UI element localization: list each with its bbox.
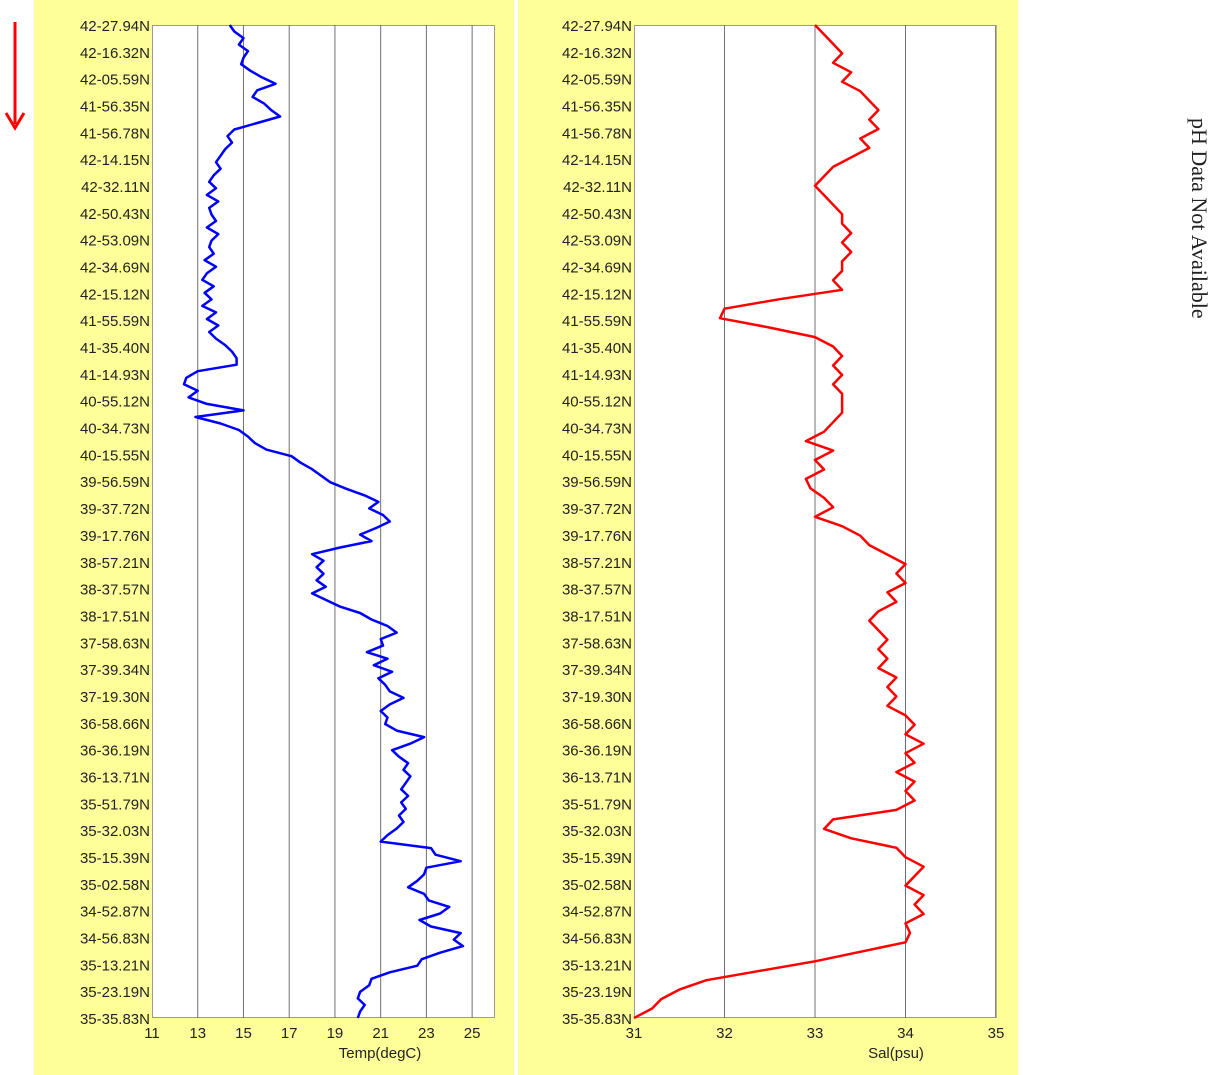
y-tick-label: 35-51.79N (562, 796, 632, 813)
x-tick-label: 31 (626, 1025, 643, 1042)
y-tick-label: 41-56.78N (80, 125, 150, 142)
y-tick-label: 39-56.59N (562, 474, 632, 491)
y-tick-label: 34-56.83N (80, 930, 150, 947)
y-tick-label: 42-05.59N (562, 72, 632, 89)
y-tick-label: 38-37.57N (562, 582, 632, 599)
y-tick-label: 41-14.93N (80, 367, 150, 384)
y-tick-label: 35-13.21N (80, 957, 150, 974)
y-tick-label: 42-15.12N (562, 286, 632, 303)
y-tick-label: 40-15.55N (80, 447, 150, 464)
arrow-down-icon (4, 22, 26, 131)
y-tick-label: 41-35.40N (562, 340, 632, 357)
y-tick-label: 35-35.83N (80, 1011, 150, 1028)
y-tick-label: 39-37.72N (562, 501, 632, 518)
x-tick-label: 25 (464, 1025, 481, 1042)
x-axis-label: Temp(degC) (339, 1045, 422, 1062)
x-tick-label: 17 (281, 1025, 298, 1042)
y-tick-label: 36-58.66N (80, 716, 150, 733)
x-tick-label: 35 (988, 1025, 1005, 1042)
y-tick-label: 38-17.51N (80, 608, 150, 625)
y-tick-label: 42-14.15N (80, 152, 150, 169)
y-tick-label: 39-17.76N (562, 528, 632, 545)
series-line (633, 24, 925, 1020)
y-tick-label: 42-50.43N (562, 206, 632, 223)
y-tick-label: 41-56.35N (80, 99, 150, 116)
y-tick-label: 37-39.34N (80, 662, 150, 679)
y-tick-label: 42-53.09N (562, 233, 632, 250)
y-tick-label: 41-56.78N (562, 125, 632, 142)
y-tick-label: 41-56.35N (562, 99, 632, 116)
x-tick-label: 32 (716, 1025, 733, 1042)
y-tick-label: 42-32.11N (563, 179, 632, 196)
y-tick-label: 35-51.79N (80, 796, 150, 813)
y-tick-label: 42-14.15N (562, 152, 632, 169)
y-tick-label: 38-37.57N (80, 582, 150, 599)
y-tick-label: 40-34.73N (562, 421, 632, 438)
y-tick-label: 35-35.83N (562, 1011, 632, 1028)
y-tick-label: 42-27.94N (562, 18, 632, 35)
y-tick-label: 35-32.03N (80, 823, 150, 840)
y-tick-label: 37-58.63N (562, 635, 632, 652)
y-tick-label: 36-36.19N (562, 743, 632, 760)
y-tick-label: 35-15.39N (562, 850, 632, 867)
x-tick-label: 23 (418, 1025, 435, 1042)
y-tick-label: 38-57.21N (562, 555, 632, 572)
y-tick-label: 39-37.72N (80, 501, 150, 518)
x-tick-label: 15 (235, 1025, 252, 1042)
y-tick-label: 42-15.12N (80, 286, 150, 303)
y-tick-label: 35-15.39N (80, 850, 150, 867)
ph-unavailable-text: pH Data Not Available (1187, 118, 1212, 319)
y-tick-label: 40-55.12N (562, 394, 632, 411)
y-tick-label: 34-52.87N (80, 904, 150, 921)
y-tick-label: 40-15.55N (562, 447, 632, 464)
series-line (182, 24, 465, 1019)
y-tick-label: 36-13.71N (562, 769, 632, 786)
y-tick-label: 36-13.71N (80, 769, 150, 786)
y-tick-label: 37-19.30N (562, 689, 632, 706)
y-tick-label: 39-17.76N (80, 528, 150, 545)
y-tick-label: 40-34.73N (80, 421, 150, 438)
y-tick-label: 42-53.09N (80, 233, 150, 250)
y-tick-label: 39-56.59N (80, 474, 150, 491)
y-tick-label: 38-57.21N (80, 555, 150, 572)
y-tick-label: 35-23.19N (80, 984, 150, 1001)
temperature-plot-area (152, 25, 495, 1018)
y-tick-label: 42-32.11N (81, 179, 150, 196)
y-tick-label: 36-36.19N (80, 743, 150, 760)
y-tick-label: 35-32.03N (562, 823, 632, 840)
y-tick-label: 36-58.66N (562, 716, 632, 733)
ph-unavailable-note: pH Data Not Available (1186, 118, 1216, 319)
y-tick-label: 42-16.32N (562, 45, 632, 62)
y-tick-label: 42-34.69N (562, 260, 632, 277)
y-tick-label: 38-17.51N (562, 608, 632, 625)
x-tick-label: 21 (372, 1025, 389, 1042)
y-tick-label: 41-55.59N (562, 313, 632, 330)
y-tick-label: 42-50.43N (80, 206, 150, 223)
x-tick-label: 19 (327, 1025, 344, 1042)
y-tick-label: 41-55.59N (80, 313, 150, 330)
y-tick-label: 41-35.40N (80, 340, 150, 357)
y-tick-label: 42-27.94N (80, 18, 150, 35)
y-tick-label: 35-23.19N (562, 984, 632, 1001)
y-tick-label: 41-14.93N (562, 367, 632, 384)
y-tick-label: 42-16.32N (80, 45, 150, 62)
x-tick-label: 34 (897, 1025, 914, 1042)
x-tick-label: 33 (807, 1025, 824, 1042)
y-tick-label: 40-55.12N (80, 394, 150, 411)
y-tick-label: 37-39.34N (562, 662, 632, 679)
y-tick-label: 42-05.59N (80, 72, 150, 89)
x-tick-label: 11 (144, 1025, 160, 1042)
x-tick-label: 13 (189, 1025, 206, 1042)
y-tick-label: 37-19.30N (80, 689, 150, 706)
y-tick-label: 42-34.69N (80, 260, 150, 277)
y-tick-label: 35-13.21N (562, 957, 632, 974)
y-tick-label: 34-52.87N (562, 904, 632, 921)
y-tick-label: 37-58.63N (80, 635, 150, 652)
x-axis-label: Sal(psu) (868, 1045, 924, 1062)
y-tick-label: 35-02.58N (80, 877, 150, 894)
y-tick-label: 35-02.58N (562, 877, 632, 894)
y-tick-label: 34-56.83N (562, 930, 632, 947)
